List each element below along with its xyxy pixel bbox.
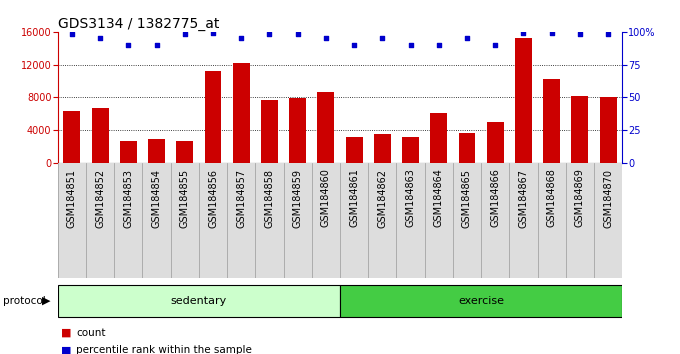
- Point: [207, 30, 218, 36]
- Text: count: count: [76, 328, 105, 338]
- Text: GSM184851: GSM184851: [67, 169, 77, 228]
- Bar: [345, 137, 362, 163]
- Bar: [571, 96, 588, 163]
- Text: GSM184861: GSM184861: [349, 169, 359, 228]
- Text: sedentary: sedentary: [171, 296, 227, 306]
- Point: [405, 42, 416, 48]
- Bar: [63, 111, 80, 163]
- Point: [575, 32, 585, 37]
- FancyBboxPatch shape: [58, 285, 340, 317]
- Text: GSM184868: GSM184868: [547, 169, 557, 228]
- Point: [236, 35, 247, 41]
- Bar: [374, 134, 391, 163]
- Text: percentile rank within the sample: percentile rank within the sample: [76, 346, 252, 354]
- Text: GSM184859: GSM184859: [292, 169, 303, 228]
- Text: GSM184863: GSM184863: [405, 169, 415, 228]
- Text: GSM184860: GSM184860: [321, 169, 331, 228]
- Bar: [487, 122, 504, 163]
- Bar: [318, 92, 335, 163]
- Point: [602, 32, 613, 37]
- Text: GSM184869: GSM184869: [575, 169, 585, 228]
- FancyBboxPatch shape: [340, 285, 622, 317]
- Point: [320, 35, 331, 41]
- Text: GSM184862: GSM184862: [377, 169, 388, 228]
- Text: protocol: protocol: [3, 296, 46, 306]
- Bar: [233, 63, 250, 163]
- Point: [349, 42, 360, 48]
- Bar: [176, 141, 193, 163]
- Text: GSM184864: GSM184864: [434, 169, 444, 228]
- Text: GSM184866: GSM184866: [490, 169, 500, 228]
- Bar: [205, 71, 222, 163]
- Text: GSM184867: GSM184867: [518, 169, 528, 228]
- Point: [377, 35, 388, 41]
- Text: exercise: exercise: [458, 296, 504, 306]
- Text: GSM184855: GSM184855: [180, 169, 190, 228]
- Point: [180, 32, 190, 37]
- Bar: [600, 97, 617, 163]
- Point: [264, 32, 275, 37]
- Text: GDS3134 / 1382775_at: GDS3134 / 1382775_at: [58, 17, 219, 31]
- Text: GSM184852: GSM184852: [95, 169, 105, 228]
- Point: [490, 42, 500, 48]
- Point: [67, 32, 78, 37]
- Bar: [402, 137, 419, 163]
- Text: GSM184857: GSM184857: [236, 169, 246, 228]
- Point: [462, 35, 473, 41]
- Point: [433, 42, 444, 48]
- Text: GSM184870: GSM184870: [603, 169, 613, 228]
- Bar: [458, 132, 475, 163]
- Point: [292, 32, 303, 37]
- Bar: [92, 108, 109, 163]
- Text: ■: ■: [61, 346, 71, 354]
- Text: ▶: ▶: [42, 296, 50, 306]
- Point: [123, 42, 134, 48]
- Text: GSM184853: GSM184853: [123, 169, 133, 228]
- Bar: [543, 79, 560, 163]
- Point: [95, 35, 105, 41]
- Bar: [120, 141, 137, 163]
- Point: [518, 30, 529, 36]
- Bar: [261, 100, 278, 163]
- Bar: [289, 98, 306, 163]
- Text: ■: ■: [61, 328, 71, 338]
- Bar: [515, 38, 532, 163]
- Point: [546, 30, 557, 36]
- Text: GSM184854: GSM184854: [152, 169, 162, 228]
- Text: GSM184858: GSM184858: [265, 169, 275, 228]
- Bar: [430, 113, 447, 163]
- Text: GSM184865: GSM184865: [462, 169, 472, 228]
- Bar: [148, 139, 165, 163]
- Point: [151, 42, 162, 48]
- Text: GSM184856: GSM184856: [208, 169, 218, 228]
